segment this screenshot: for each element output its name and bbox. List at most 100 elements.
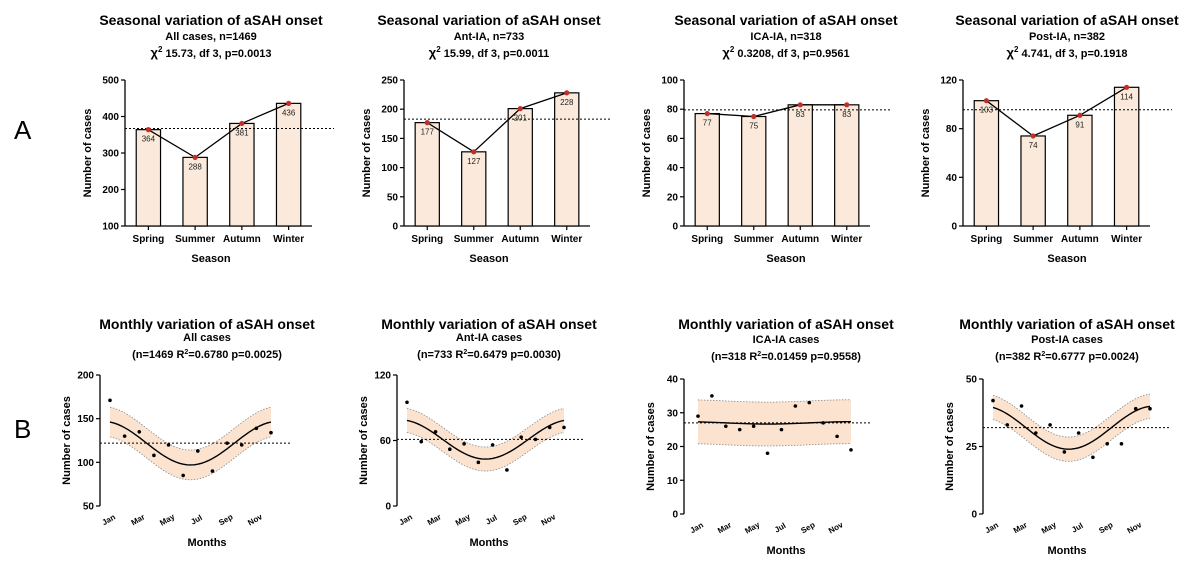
x-tick-label: Jan: [398, 512, 415, 527]
value-label: 91: [1075, 120, 1084, 129]
x-tick-label: Mar: [1012, 520, 1029, 535]
x-tick-label: Spring: [411, 234, 443, 245]
y-tick-label: 200: [102, 185, 119, 196]
fit-curve: [406, 419, 565, 460]
value-label: 288: [188, 162, 202, 171]
data-point: [192, 154, 198, 160]
chart-title: Seasonal variation of aSAH onset: [377, 12, 601, 28]
band-lower-edge: [406, 432, 565, 472]
chart-subtitle: Post-IA cases: [1031, 334, 1103, 346]
value-label: 77: [703, 119, 712, 128]
x-tick-label: Nov: [1126, 520, 1144, 536]
x-tick-label: Spring: [133, 234, 165, 245]
monthly-chart-b4: Monthly variation of aSAH onset Post-IA c…: [944, 316, 1175, 557]
data-point: [225, 441, 229, 445]
y-tick-label: 50: [387, 192, 399, 203]
chart-stats: χ2 0.3208, df 3, p=0.9561: [722, 45, 849, 60]
bar: [554, 92, 580, 227]
y-tick-label: 40: [667, 163, 679, 174]
data-point: [751, 113, 757, 120]
chart-title: Monthly variation of aSAH onset: [959, 316, 1175, 332]
x-axis-label: Months: [469, 537, 508, 549]
x-tick-label: Summer: [454, 234, 494, 245]
data-point: [983, 98, 989, 104]
monthly-chart-b3: Monthly variation of aSAH onset ICA-IA ca…: [645, 316, 894, 557]
y-axis-label: Number of cases: [645, 402, 657, 491]
data-point: [471, 149, 477, 155]
y-tick-label: 500: [102, 76, 119, 87]
x-tick-label: Spring: [691, 234, 723, 245]
chart-title: Monthly variation of aSAH onset: [381, 316, 597, 332]
data-point: [797, 102, 803, 108]
value-label: 364: [142, 135, 156, 144]
fit-curve: [697, 420, 852, 425]
y-tick-label: 40: [667, 375, 679, 386]
data-point: [1119, 442, 1124, 446]
x-tick-label: Sep: [799, 520, 816, 535]
y-tick-label: 150: [381, 134, 398, 145]
data-point: [181, 473, 185, 478]
y-tick-label: 20: [667, 442, 679, 453]
trend-line: [148, 102, 289, 159]
data-point: [533, 437, 538, 442]
x-tick-label: Sep: [217, 512, 234, 527]
data-point: [710, 394, 714, 398]
bar: [135, 129, 162, 227]
x-tick-label: Autumn: [223, 234, 261, 245]
confidence-band: [993, 394, 1150, 462]
data-point: [1076, 431, 1081, 435]
data-point: [137, 429, 142, 434]
y-tick-label: 25: [966, 442, 978, 453]
x-tick-label: Nov: [246, 512, 264, 528]
chart-stats: χ2 4.741, df 3, p=0.1918: [1006, 45, 1127, 60]
data-point: [1148, 406, 1152, 411]
x-axis-label: Season: [766, 253, 805, 265]
data-point: [196, 449, 200, 453]
data-point: [765, 451, 770, 456]
fit-curve: [109, 421, 272, 466]
y-axis-label: Number of cases: [61, 396, 73, 485]
band-lower-edge: [109, 436, 272, 481]
y-tick-label: 80: [946, 124, 958, 135]
y-tick-label: 60: [667, 134, 679, 145]
data-point: [696, 414, 700, 418]
bar: [1113, 86, 1140, 227]
x-tick-label: May: [158, 512, 176, 528]
y-tick-label: 50: [83, 502, 95, 513]
data-point: [210, 469, 215, 473]
y-tick-label: 100: [77, 458, 94, 469]
x-tick-label: Winter: [551, 234, 582, 245]
chart-subtitle: Ant-IA cases: [456, 332, 522, 344]
bar: [973, 100, 1000, 227]
x-tick-label: Nov: [827, 520, 845, 536]
y-tick-label: 400: [102, 112, 119, 123]
data-point: [1133, 406, 1138, 411]
x-tick-label: Jan: [689, 520, 706, 535]
chart-stats: χ2 15.99, df 3, p=0.0011: [429, 45, 549, 60]
chart-subtitle: ICA-IA cases: [753, 334, 820, 346]
bar-chart-a3: Seasonal variation of aSAH onset ICA-IA, …: [641, 12, 898, 265]
value-label: 228: [560, 98, 574, 107]
x-axis-label: Season: [191, 253, 230, 265]
data-point: [751, 424, 756, 429]
band-lower-edge: [992, 418, 1151, 462]
x-tick-label: Sep: [1097, 520, 1114, 535]
confidence-band: [698, 399, 851, 446]
x-tick-label: Mar: [130, 512, 147, 527]
panel-label-b: B: [14, 414, 31, 444]
y-tick-label: 200: [381, 105, 398, 116]
chart-title: Seasonal variation of aSAH onset: [674, 12, 898, 28]
x-tick-label: Jul: [1070, 521, 1085, 535]
data-point: [505, 468, 509, 472]
trend-line: [426, 92, 567, 153]
data-point: [122, 434, 127, 438]
data-point: [239, 120, 245, 127]
bar: [275, 102, 302, 227]
data-point: [1048, 423, 1052, 427]
chart-subtitle: All cases: [183, 332, 231, 344]
band-upper-edge: [406, 408, 565, 448]
y-tick-label: 300: [102, 149, 119, 160]
data-point: [490, 443, 495, 447]
value-label: 114: [1120, 92, 1133, 101]
